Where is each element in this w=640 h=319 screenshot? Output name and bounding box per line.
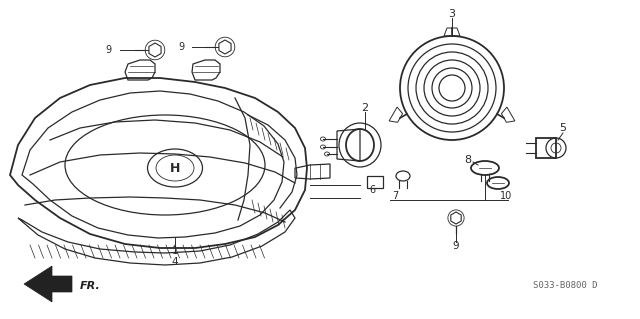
Text: 8: 8: [465, 155, 472, 165]
Text: H: H: [170, 161, 180, 174]
Text: 6: 6: [369, 185, 375, 195]
Text: 9: 9: [178, 42, 184, 52]
Text: FR.: FR.: [80, 281, 100, 291]
Polygon shape: [24, 266, 72, 302]
Text: S033-B0800 D: S033-B0800 D: [532, 280, 597, 290]
Text: 7: 7: [392, 191, 398, 201]
Text: 3: 3: [449, 9, 456, 19]
Text: 5: 5: [559, 123, 566, 133]
Text: 2: 2: [362, 103, 369, 113]
Text: 9: 9: [452, 241, 460, 251]
Text: 1: 1: [172, 246, 179, 256]
Text: 4: 4: [172, 257, 179, 267]
Text: 9: 9: [105, 45, 111, 55]
Text: 10: 10: [500, 191, 512, 201]
